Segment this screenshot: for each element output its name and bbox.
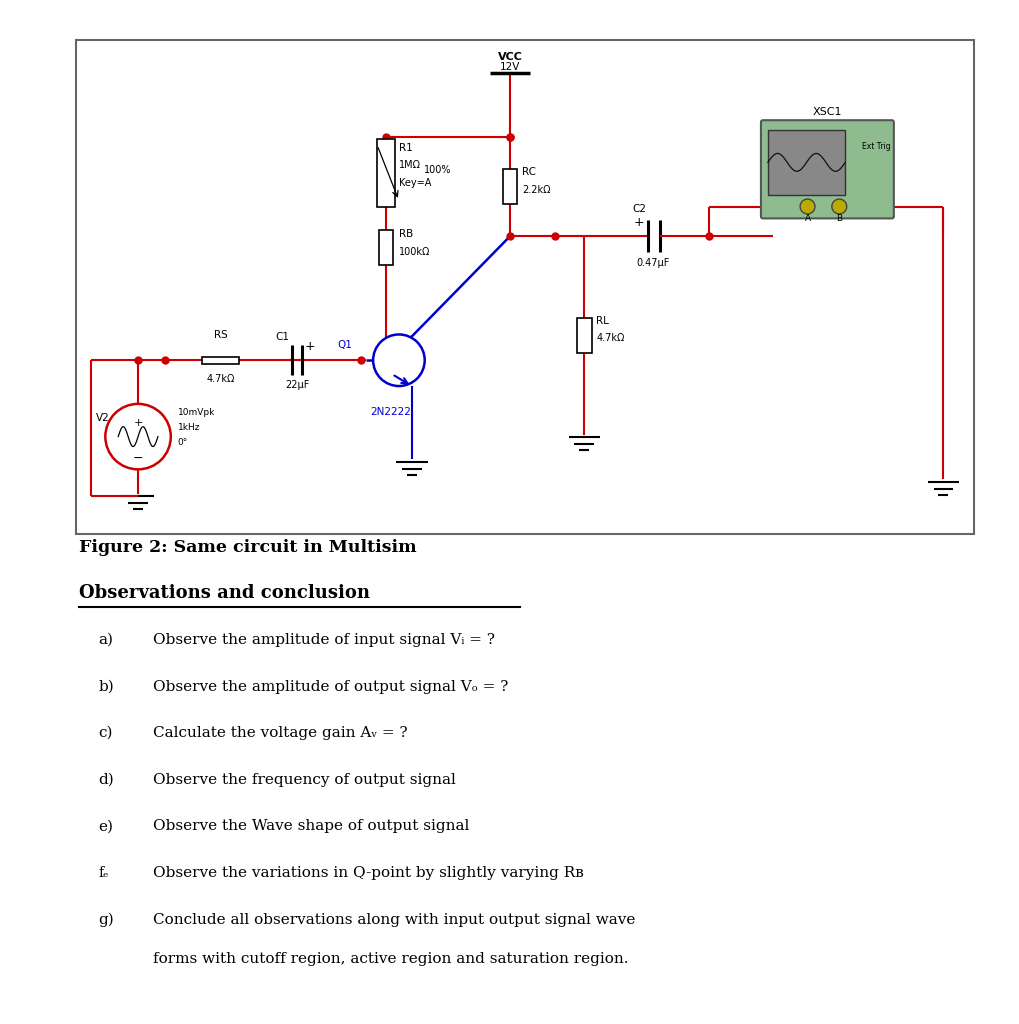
Bar xyxy=(767,130,845,195)
Text: c): c) xyxy=(98,726,113,740)
Text: 1MΩ: 1MΩ xyxy=(398,160,421,170)
Text: R1: R1 xyxy=(398,143,413,153)
Text: d): d) xyxy=(98,773,114,786)
Text: Figure 2: Same circuit in Multisim: Figure 2: Same circuit in Multisim xyxy=(78,539,416,556)
Text: Calculate the voltage gain Aᵥ = ?: Calculate the voltage gain Aᵥ = ? xyxy=(153,726,408,740)
Text: Observations and conclusion: Observations and conclusion xyxy=(78,585,369,602)
Text: XSC1: XSC1 xyxy=(812,108,842,118)
Text: 10mVpk: 10mVpk xyxy=(177,408,215,417)
Bar xyxy=(202,356,239,364)
Text: 12V: 12V xyxy=(499,61,520,72)
Text: 0.47μF: 0.47μF xyxy=(635,258,668,268)
Text: RB: RB xyxy=(398,229,413,240)
Text: 2.2kΩ: 2.2kΩ xyxy=(522,184,550,195)
Text: 100%: 100% xyxy=(423,165,450,175)
Text: Observe the amplitude of output signal Vₒ = ?: Observe the amplitude of output signal V… xyxy=(153,680,507,693)
Text: RS: RS xyxy=(213,331,227,340)
FancyBboxPatch shape xyxy=(760,120,893,218)
Text: Observe the frequency of output signal: Observe the frequency of output signal xyxy=(153,773,455,786)
Text: +: + xyxy=(634,216,644,229)
Text: C1: C1 xyxy=(275,333,288,342)
Text: forms with cutoff region, active region and saturation region.: forms with cutoff region, active region … xyxy=(153,952,628,967)
Text: C2: C2 xyxy=(632,205,645,214)
Text: 100kΩ: 100kΩ xyxy=(398,247,430,257)
Text: A: A xyxy=(804,214,810,223)
Text: b): b) xyxy=(98,680,114,693)
Text: Observe the variations in Q-point by slightly varying Rв: Observe the variations in Q-point by sli… xyxy=(153,866,583,880)
Bar xyxy=(376,139,395,207)
Text: Observe the Wave shape of output signal: Observe the Wave shape of output signal xyxy=(153,819,469,834)
Bar xyxy=(75,40,973,534)
Bar xyxy=(378,229,393,264)
Text: 1kHz: 1kHz xyxy=(177,423,200,432)
Text: 4.7kΩ: 4.7kΩ xyxy=(596,334,624,343)
Text: V2: V2 xyxy=(97,413,110,423)
Text: +: + xyxy=(133,418,143,428)
Text: Q1: Q1 xyxy=(337,340,352,350)
Bar xyxy=(577,318,591,353)
Circle shape xyxy=(832,199,846,214)
Text: Conclude all observations along with input output signal wave: Conclude all observations along with inp… xyxy=(153,912,635,927)
Text: fₑ: fₑ xyxy=(98,866,109,880)
Text: B: B xyxy=(836,214,842,223)
Circle shape xyxy=(373,335,424,386)
Circle shape xyxy=(799,199,814,214)
Text: +: + xyxy=(305,340,315,353)
Text: e): e) xyxy=(98,819,113,834)
Bar xyxy=(502,169,517,204)
Text: Key=A: Key=A xyxy=(398,178,431,187)
Text: Ext Trig: Ext Trig xyxy=(861,142,890,151)
Text: 2N2222: 2N2222 xyxy=(370,407,411,417)
Circle shape xyxy=(105,403,170,469)
Text: g): g) xyxy=(98,912,114,927)
Text: 22μF: 22μF xyxy=(284,380,309,390)
Text: −: − xyxy=(132,452,144,465)
Text: RL: RL xyxy=(596,315,608,326)
Text: Observe the amplitude of input signal Vᵢ = ?: Observe the amplitude of input signal Vᵢ… xyxy=(153,633,494,647)
Text: a): a) xyxy=(98,633,113,647)
Text: 4.7kΩ: 4.7kΩ xyxy=(206,374,234,384)
Text: VCC: VCC xyxy=(497,51,522,61)
Text: RC: RC xyxy=(522,167,535,177)
Text: 0°: 0° xyxy=(177,437,187,446)
